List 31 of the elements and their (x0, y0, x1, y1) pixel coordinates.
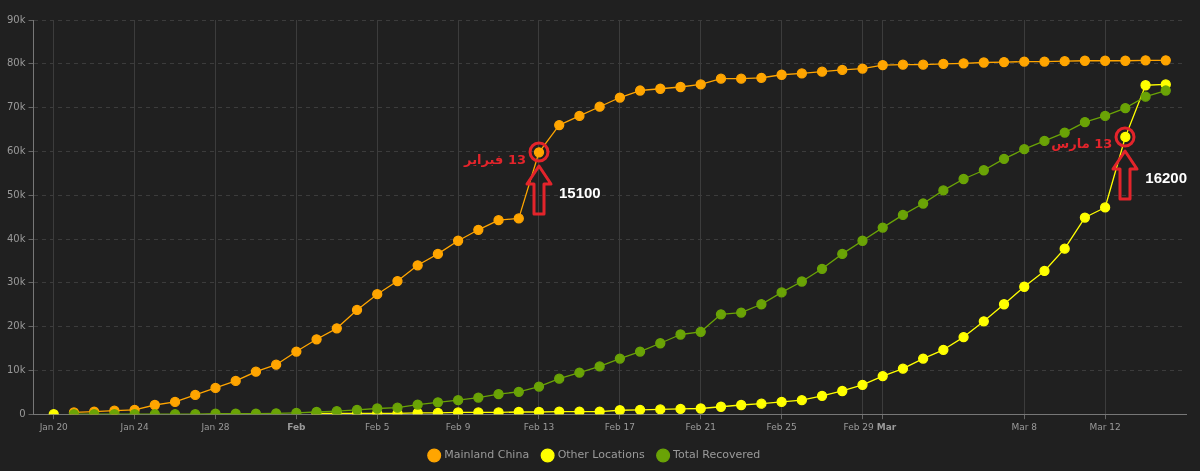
y-tick-label: 40k (7, 232, 26, 244)
legend-label: Total Recovered (672, 448, 761, 462)
x-tick-label: Mar (876, 421, 897, 432)
annotation: 15100 (558, 184, 601, 202)
y-tick-label: 60k (7, 144, 26, 156)
annotation: 16200 (1145, 169, 1188, 187)
x-tick-label: Mar 12 (1089, 421, 1121, 432)
legend-label: Other Locations (557, 448, 645, 462)
x-tick-label: Feb 13 (523, 421, 555, 432)
y-tick-label: 0 (19, 407, 26, 419)
y-tick-label: 80k (7, 57, 26, 69)
legend-label: Mainland China (444, 448, 530, 462)
x-tick-label: Feb 17 (604, 421, 635, 432)
x-tick-label: Jan 28 (200, 421, 230, 432)
y-tick-label: 50k (7, 188, 26, 200)
y-tick-label: 70k (7, 101, 26, 113)
annotation: 13 فبراير (463, 151, 526, 167)
x-tick-label: Feb (287, 421, 307, 432)
x-tick-label: Feb 9 (445, 421, 471, 432)
x-tick-label: Feb 29 (843, 421, 875, 432)
x-tick-label: Feb 25 (766, 421, 797, 432)
x-tick-label: Jan 20 (38, 421, 69, 432)
x-tick-label: Mar 8 (1011, 421, 1038, 432)
annotation: 13 مارس (1051, 136, 1113, 152)
y-tick-label: 20k (7, 320, 26, 332)
y-tick-label: 10k (7, 363, 26, 375)
x-tick-label: Feb 5 (364, 421, 390, 432)
y-tick-label: 90k (7, 13, 26, 25)
x-tick-label: Jan 24 (119, 421, 149, 432)
y-tick-label: 30k (7, 276, 26, 288)
x-tick-label: Feb 21 (685, 421, 716, 432)
